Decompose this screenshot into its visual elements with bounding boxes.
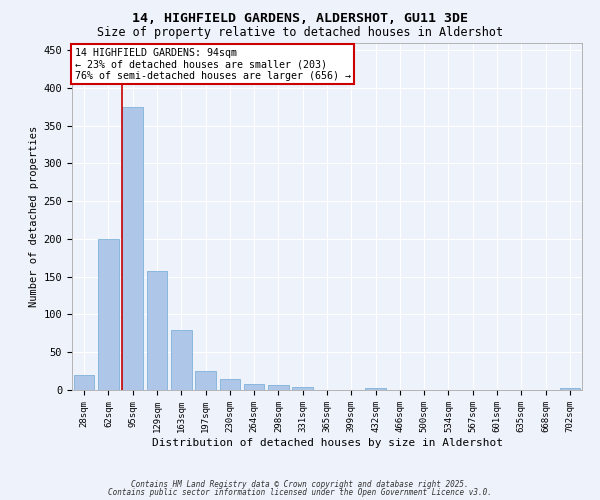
Text: Size of property relative to detached houses in Aldershot: Size of property relative to detached ho… bbox=[97, 26, 503, 39]
X-axis label: Distribution of detached houses by size in Aldershot: Distribution of detached houses by size … bbox=[151, 438, 503, 448]
Bar bbox=[365, 388, 386, 390]
Bar bbox=[122, 106, 143, 390]
Bar bbox=[244, 384, 265, 390]
Bar bbox=[74, 375, 94, 390]
Text: 14 HIGHFIELD GARDENS: 94sqm
← 23% of detached houses are smaller (203)
76% of se: 14 HIGHFIELD GARDENS: 94sqm ← 23% of det… bbox=[74, 48, 350, 81]
Bar bbox=[292, 387, 313, 390]
Y-axis label: Number of detached properties: Number of detached properties bbox=[29, 126, 40, 307]
Text: Contains public sector information licensed under the Open Government Licence v3: Contains public sector information licen… bbox=[108, 488, 492, 497]
Bar bbox=[220, 378, 240, 390]
Bar bbox=[268, 386, 289, 390]
Bar bbox=[146, 270, 167, 390]
Text: Contains HM Land Registry data © Crown copyright and database right 2025.: Contains HM Land Registry data © Crown c… bbox=[131, 480, 469, 489]
Text: 14, HIGHFIELD GARDENS, ALDERSHOT, GU11 3DE: 14, HIGHFIELD GARDENS, ALDERSHOT, GU11 3… bbox=[132, 12, 468, 26]
Bar bbox=[195, 371, 216, 390]
Bar bbox=[98, 239, 119, 390]
Bar bbox=[560, 388, 580, 390]
Bar bbox=[171, 330, 191, 390]
